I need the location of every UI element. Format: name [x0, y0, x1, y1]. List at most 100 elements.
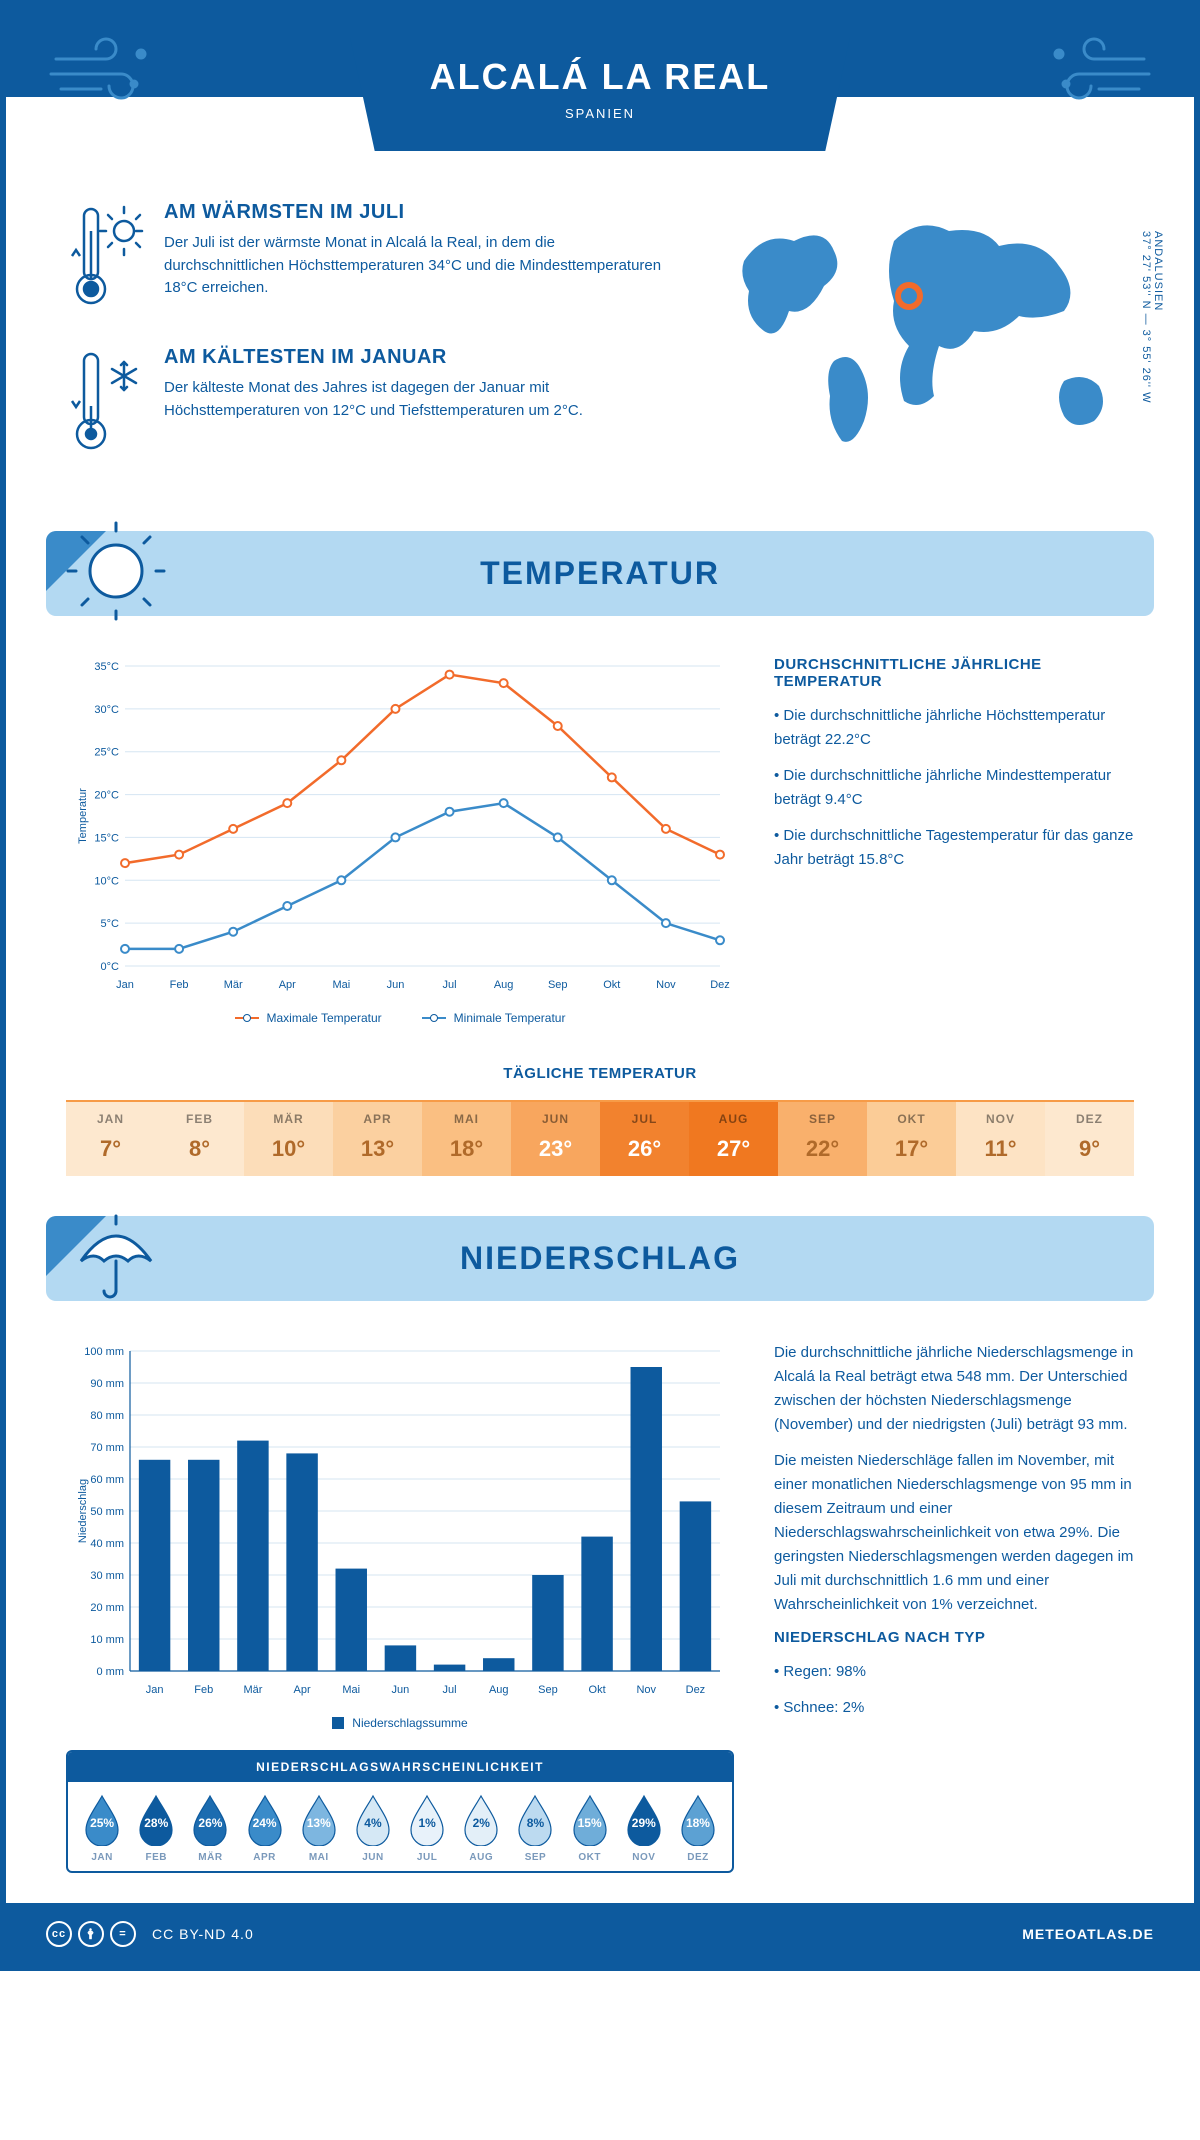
svg-text:Okt: Okt	[589, 1684, 606, 1696]
svg-text:70 mm: 70 mm	[90, 1442, 124, 1454]
svg-text:20°C: 20°C	[94, 790, 119, 802]
coldest-title: AM KÄLTESTEN IM JANUAR	[164, 346, 674, 369]
svg-text:35°C: 35°C	[94, 661, 119, 673]
temperature-banner: TEMPERATUR	[46, 531, 1154, 616]
latlng-label: 37° 27' 53'' N — 3° 55' 26'' W	[1140, 231, 1152, 403]
svg-text:15°C: 15°C	[94, 832, 119, 844]
warmest-text: Der Juli ist der wärmste Monat in Alcalá…	[164, 232, 674, 300]
svg-text:Jan: Jan	[116, 979, 134, 991]
cc-icon: cc	[46, 1921, 72, 1947]
daily-temp-table: JAN7°FEB8°MÄR10°APR13°MAI18°JUN23°JUL26°…	[66, 1100, 1134, 1176]
svg-text:Jan: Jan	[146, 1684, 164, 1696]
coldest-text: Der kälteste Monat des Jahres ist dagege…	[164, 377, 674, 422]
legend-label-min: Minimale Temperatur	[454, 1011, 566, 1025]
license-label: CC BY-ND 4.0	[152, 1926, 254, 1942]
precip-type-2: Schnee: 2%	[774, 1696, 1134, 1720]
temperature-chart-column: 0°C5°C10°C15°C20°C25°C30°C35°CJanFebMärA…	[66, 656, 734, 1025]
probability-cell: 24%APR	[239, 1794, 291, 1863]
daily-temp-cell: SEP22°	[778, 1102, 867, 1176]
probability-cell: 29%NOV	[618, 1794, 670, 1863]
precipitation-chart-column: 0 mm10 mm20 mm30 mm40 mm50 mm60 mm70 mm8…	[66, 1341, 734, 1873]
umbrella-icon	[66, 1206, 166, 1306]
svg-text:Mär: Mär	[243, 1684, 262, 1696]
precip-type-1: Regen: 98%	[774, 1660, 1134, 1684]
svg-text:10°C: 10°C	[94, 875, 119, 887]
header: ALCALÁ LA REAL SPANIEN	[6, 6, 1194, 171]
legend-swatch-min	[422, 1017, 446, 1019]
svg-text:Apr: Apr	[294, 1684, 311, 1696]
by-icon: 🛉	[78, 1921, 104, 1947]
daily-temp-cell: JAN7°	[66, 1102, 155, 1176]
precip-type-title: NIEDERSCHLAG NACH TYP	[774, 1629, 1134, 1646]
svg-text:Niederschlag: Niederschlag	[77, 1479, 89, 1543]
svg-text:25°C: 25°C	[94, 747, 119, 759]
daily-temp-cell: JUN23°	[511, 1102, 600, 1176]
svg-text:Apr: Apr	[279, 979, 296, 991]
temp-info-title: DURCHSCHNITTLICHE JÄHRLICHE TEMPERATUR	[774, 656, 1134, 690]
probability-title: NIEDERSCHLAGSWAHRSCHEINLICHKEIT	[68, 1752, 732, 1782]
precip-text-1: Die durchschnittliche jährliche Niedersc…	[774, 1341, 1134, 1437]
svg-text:10 mm: 10 mm	[90, 1634, 124, 1646]
daily-temp-cell: OKT17°	[867, 1102, 956, 1176]
daily-temp-cell: FEB8°	[155, 1102, 244, 1176]
license-block: cc 🛉 = CC BY-ND 4.0	[46, 1921, 254, 1947]
probability-cell: 13%MAI	[293, 1794, 345, 1863]
coordinates-label: ANDALUSIEN 37° 27' 53'' N — 3° 55' 26'' …	[1140, 231, 1164, 403]
svg-text:Mai: Mai	[332, 979, 350, 991]
temperature-heading: TEMPERATUR	[480, 555, 720, 592]
region-label: ANDALUSIEN	[1152, 231, 1164, 311]
svg-text:60 mm: 60 mm	[90, 1474, 124, 1486]
temp-info-3: Die durchschnittliche Tagestemperatur fü…	[774, 824, 1134, 872]
svg-text:Temperatur: Temperatur	[77, 788, 89, 844]
daily-temp-cell: AUG27°	[689, 1102, 778, 1176]
precipitation-heading: NIEDERSCHLAG	[460, 1240, 740, 1277]
svg-text:Jun: Jun	[387, 979, 405, 991]
svg-text:20 mm: 20 mm	[90, 1602, 124, 1614]
svg-text:Dez: Dez	[686, 1684, 706, 1696]
svg-text:Sep: Sep	[548, 979, 568, 991]
svg-text:40 mm: 40 mm	[90, 1538, 124, 1550]
svg-text:Mai: Mai	[342, 1684, 360, 1696]
legend-swatch-precip	[332, 1717, 344, 1729]
svg-text:Sep: Sep	[538, 1684, 558, 1696]
temp-info-2: Die durchschnittliche jährliche Mindestt…	[774, 764, 1134, 812]
probability-cell: 26%MÄR	[184, 1794, 236, 1863]
temperature-chart-row: 0°C5°C10°C15°C20°C25°C30°C35°CJanFebMärA…	[6, 626, 1194, 1055]
probability-cell: 25%JAN	[76, 1794, 128, 1863]
svg-text:Jul: Jul	[443, 979, 457, 991]
wind-icon	[1044, 34, 1154, 109]
map-column: ANDALUSIEN 37° 27' 53'' N — 3° 55' 26'' …	[714, 201, 1134, 491]
footer: cc 🛉 = CC BY-ND 4.0 METEOATLAS.DE	[6, 1903, 1194, 1965]
svg-text:Jun: Jun	[392, 1684, 410, 1696]
temperature-legend: Maximale Temperatur Minimale Temperatur	[66, 1011, 734, 1025]
daily-temp-cell: MAI18°	[422, 1102, 511, 1176]
probability-cell: 1%JUL	[401, 1794, 453, 1863]
svg-text:100 mm: 100 mm	[84, 1346, 124, 1358]
country-label: SPANIEN	[430, 106, 771, 121]
svg-text:Aug: Aug	[494, 979, 514, 991]
warmest-title: AM WÄRMSTEN IM JULI	[164, 201, 674, 224]
legend-label-precip: Niederschlagssumme	[352, 1716, 467, 1730]
svg-text:80 mm: 80 mm	[90, 1410, 124, 1422]
daily-temp-cell: MÄR10°	[244, 1102, 333, 1176]
probability-cell: 8%SEP	[509, 1794, 561, 1863]
daily-temp-cell: APR13°	[333, 1102, 422, 1176]
probability-cell: 28%FEB	[130, 1794, 182, 1863]
header-banner: ALCALÁ LA REAL SPANIEN	[350, 36, 851, 151]
svg-text:Jul: Jul	[443, 1684, 457, 1696]
svg-text:Aug: Aug	[489, 1684, 509, 1696]
nd-icon: =	[110, 1921, 136, 1947]
probability-row: 25%JAN28%FEB26%MÄR24%APR13%MAI4%JUN1%JUL…	[68, 1782, 732, 1871]
legend-label-max: Maximale Temperatur	[267, 1011, 382, 1025]
svg-text:Nov: Nov	[656, 979, 676, 991]
daily-temp-cell: DEZ9°	[1045, 1102, 1134, 1176]
svg-text:5°C: 5°C	[101, 918, 120, 930]
svg-text:30°C: 30°C	[94, 704, 119, 716]
probability-cell: 4%JUN	[347, 1794, 399, 1863]
svg-text:Okt: Okt	[603, 979, 620, 991]
thermometer-sun-icon	[66, 201, 146, 316]
precipitation-legend: Niederschlagssumme	[66, 1716, 734, 1730]
legend-item-max: Maximale Temperatur	[235, 1011, 382, 1025]
svg-text:30 mm: 30 mm	[90, 1570, 124, 1582]
svg-text:50 mm: 50 mm	[90, 1506, 124, 1518]
